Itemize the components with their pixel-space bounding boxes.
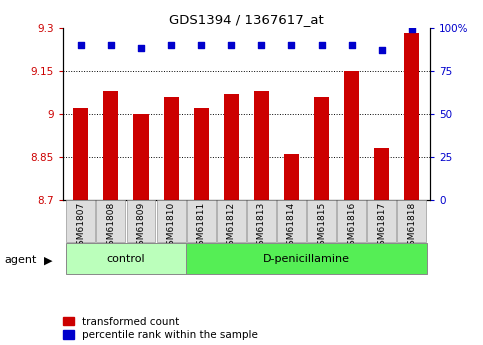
Bar	[254, 91, 269, 200]
Text: GSM61816: GSM61816	[347, 202, 356, 252]
FancyBboxPatch shape	[127, 200, 156, 242]
FancyBboxPatch shape	[337, 200, 366, 242]
Bar	[133, 114, 149, 200]
Text: GSM61814: GSM61814	[287, 202, 296, 251]
Text: agent: agent	[5, 256, 37, 265]
Bar	[314, 97, 329, 200]
Point	[198, 42, 205, 48]
Bar	[73, 108, 88, 200]
Text: GSM61808: GSM61808	[106, 202, 115, 252]
Point	[287, 42, 295, 48]
Point	[408, 27, 416, 32]
Text: GSM61813: GSM61813	[257, 202, 266, 252]
Bar	[164, 97, 179, 200]
FancyBboxPatch shape	[97, 200, 126, 242]
FancyBboxPatch shape	[66, 200, 95, 242]
Bar	[284, 154, 299, 200]
Text: control: control	[107, 254, 145, 264]
Text: GSM61809: GSM61809	[137, 202, 145, 252]
FancyBboxPatch shape	[187, 200, 215, 242]
Legend: transformed count, percentile rank within the sample: transformed count, percentile rank withi…	[63, 317, 258, 340]
Bar	[404, 33, 419, 200]
Bar	[374, 148, 389, 200]
Text: GSM61817: GSM61817	[377, 202, 386, 252]
Point	[167, 42, 175, 48]
Bar	[103, 91, 118, 200]
Title: GDS1394 / 1367617_at: GDS1394 / 1367617_at	[169, 13, 324, 27]
Point	[257, 42, 265, 48]
Text: ▶: ▶	[43, 256, 52, 265]
Point	[77, 42, 85, 48]
FancyBboxPatch shape	[217, 200, 246, 242]
Bar	[224, 94, 239, 200]
FancyBboxPatch shape	[277, 200, 306, 242]
FancyBboxPatch shape	[307, 200, 336, 242]
Point	[378, 47, 385, 53]
Text: GSM61807: GSM61807	[76, 202, 85, 252]
Bar	[194, 108, 209, 200]
Text: D-penicillamine: D-penicillamine	[263, 254, 350, 264]
Text: GSM61815: GSM61815	[317, 202, 326, 252]
Text: GSM61810: GSM61810	[167, 202, 176, 252]
Point	[137, 46, 145, 51]
FancyBboxPatch shape	[156, 200, 185, 242]
Point	[348, 42, 355, 48]
Point	[107, 42, 115, 48]
Point	[227, 42, 235, 48]
FancyBboxPatch shape	[186, 243, 427, 274]
Bar	[344, 71, 359, 200]
Text: GSM61811: GSM61811	[197, 202, 206, 252]
FancyBboxPatch shape	[66, 243, 186, 274]
FancyBboxPatch shape	[398, 200, 426, 242]
FancyBboxPatch shape	[367, 200, 396, 242]
Text: GSM61812: GSM61812	[227, 202, 236, 251]
FancyBboxPatch shape	[247, 200, 276, 242]
Point	[318, 42, 326, 48]
Text: GSM61818: GSM61818	[407, 202, 416, 252]
